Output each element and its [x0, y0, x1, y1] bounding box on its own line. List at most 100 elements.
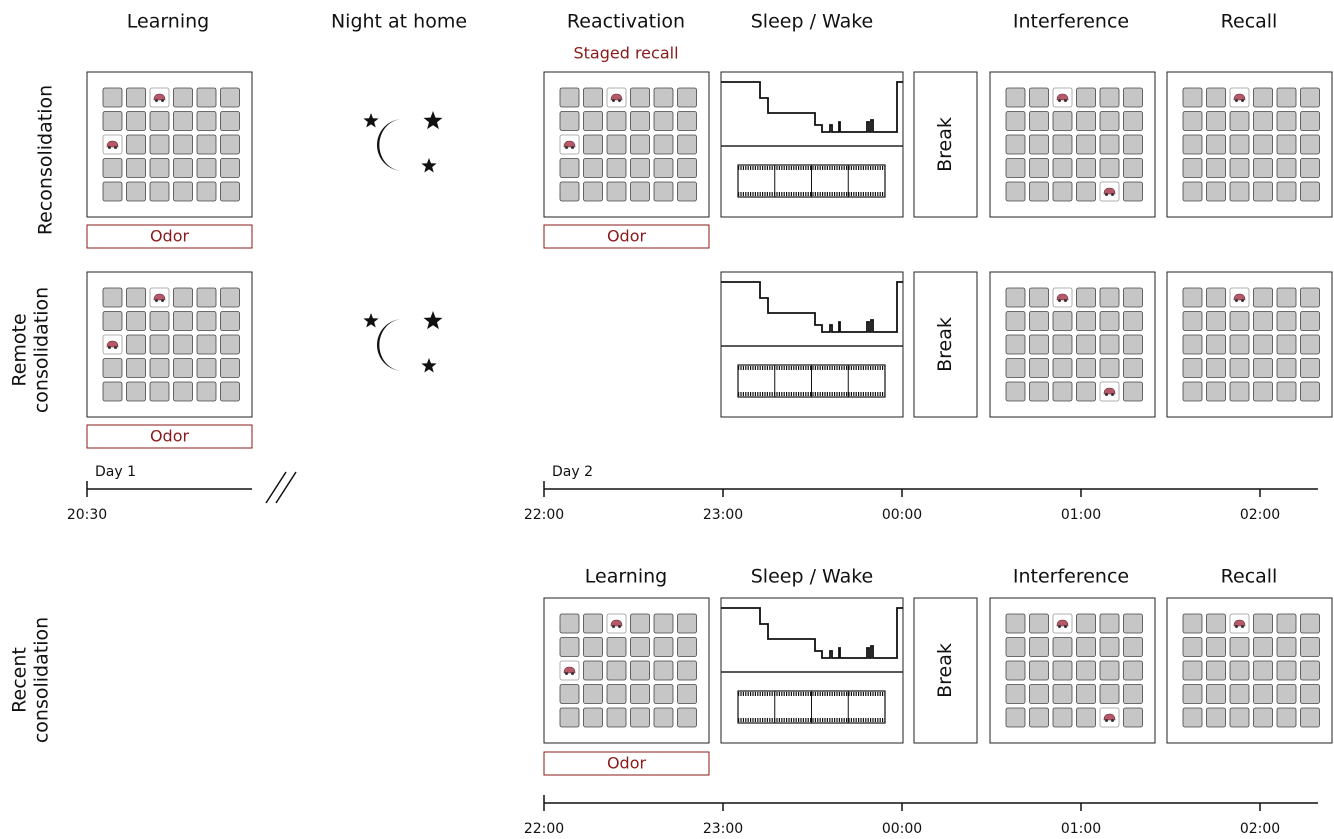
card	[1077, 135, 1096, 154]
card	[631, 685, 650, 704]
wheel	[155, 299, 158, 302]
card	[1124, 708, 1143, 727]
row-label: Reconsolidation	[35, 85, 57, 235]
card	[1006, 614, 1025, 633]
card	[174, 159, 193, 178]
card	[631, 159, 650, 178]
card	[1301, 135, 1320, 154]
wheel	[1064, 99, 1067, 102]
column-header: Recall	[1221, 566, 1278, 588]
wheel	[1111, 193, 1114, 196]
car-icon	[1104, 714, 1115, 720]
card	[1077, 708, 1096, 727]
row-label: consolidation	[31, 287, 53, 413]
time-label: 02:00	[1240, 821, 1280, 837]
card	[1301, 312, 1320, 331]
card	[1124, 359, 1143, 378]
card	[1006, 288, 1025, 307]
car-icon	[107, 141, 118, 147]
card	[221, 335, 240, 354]
card	[1077, 88, 1096, 107]
card	[1077, 359, 1096, 378]
card	[1254, 182, 1273, 201]
card	[103, 359, 122, 378]
card	[631, 614, 650, 633]
card	[1030, 88, 1049, 107]
wheel	[1241, 299, 1244, 302]
car-icon	[154, 94, 165, 100]
card	[103, 312, 122, 331]
card	[221, 359, 240, 378]
memory-grid	[990, 598, 1155, 743]
card	[1207, 182, 1226, 201]
card	[654, 182, 673, 201]
card	[150, 382, 169, 401]
card	[197, 359, 216, 378]
card	[103, 112, 122, 131]
card	[1207, 661, 1226, 680]
card	[607, 661, 626, 680]
card	[1254, 614, 1273, 633]
card	[1006, 88, 1025, 107]
card	[654, 112, 673, 131]
card	[607, 708, 626, 727]
card	[1100, 661, 1119, 680]
card	[1124, 685, 1143, 704]
card	[1207, 159, 1226, 178]
card	[1030, 312, 1049, 331]
card	[221, 312, 240, 331]
memory-grid	[1167, 72, 1332, 217]
card	[678, 614, 697, 633]
card	[1124, 112, 1143, 131]
card	[584, 88, 603, 107]
card	[1077, 159, 1096, 178]
card	[607, 159, 626, 178]
card	[1301, 685, 1320, 704]
star	[363, 113, 378, 127]
card	[1277, 135, 1296, 154]
car-icon	[107, 341, 118, 347]
card	[607, 685, 626, 704]
card	[1254, 708, 1273, 727]
card	[1301, 112, 1320, 131]
day-label: Day 1	[95, 464, 136, 480]
card	[1277, 359, 1296, 378]
card	[1077, 614, 1096, 633]
wheel	[108, 146, 111, 149]
card	[197, 135, 216, 154]
card	[631, 661, 650, 680]
card	[1100, 112, 1119, 131]
card	[1254, 685, 1273, 704]
card	[1277, 159, 1296, 178]
column-header: Interference	[1013, 566, 1129, 588]
column-header: Night at home	[331, 11, 467, 33]
card	[1124, 88, 1143, 107]
star	[421, 158, 436, 172]
card	[1077, 661, 1096, 680]
wheel	[1241, 625, 1244, 628]
card	[1030, 359, 1049, 378]
card	[1030, 288, 1049, 307]
time-label: 23:00	[703, 821, 743, 837]
card	[607, 135, 626, 154]
card	[1277, 182, 1296, 201]
card	[150, 359, 169, 378]
card	[127, 382, 146, 401]
card	[1230, 661, 1249, 680]
card	[150, 335, 169, 354]
card	[127, 182, 146, 201]
card	[1183, 182, 1202, 201]
column-header: Recall	[1221, 11, 1278, 33]
card	[127, 112, 146, 131]
card	[654, 661, 673, 680]
card	[1006, 382, 1025, 401]
card	[127, 288, 146, 307]
wheel	[618, 99, 621, 102]
card	[1301, 382, 1320, 401]
wheel	[1105, 719, 1108, 722]
card	[1301, 182, 1320, 201]
card	[607, 182, 626, 201]
card	[1183, 382, 1202, 401]
car-icon	[1057, 94, 1068, 100]
wheel	[612, 625, 615, 628]
